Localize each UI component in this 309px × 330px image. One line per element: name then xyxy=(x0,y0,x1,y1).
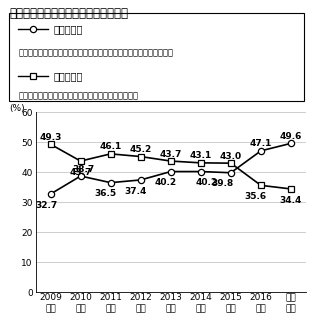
Text: 49.3: 49.3 xyxy=(39,133,62,142)
Text: 図表８　将来の新聞の役割（時系列）: 図表８ 将来の新聞の役割（時系列） xyxy=(9,7,128,20)
Text: 40.2: 40.2 xyxy=(154,178,176,187)
Text: 38.7: 38.7 xyxy=(72,165,95,174)
Text: 37.4: 37.4 xyxy=(124,186,146,196)
Text: 43.1: 43.1 xyxy=(190,151,212,160)
Text: 40.2: 40.2 xyxy=(195,178,218,187)
Text: 43.0: 43.0 xyxy=(220,152,242,161)
Text: 45.2: 45.2 xyxy=(129,145,152,154)
Text: 46.1: 46.1 xyxy=(99,143,122,151)
Text: 35.6: 35.6 xyxy=(244,192,266,201)
Text: 「今までどおり、新聞が報道に果たす役割は大きい」: 「今までどおり、新聞が報道に果たす役割は大きい」 xyxy=(18,91,138,100)
Text: 32.7: 32.7 xyxy=(35,201,57,210)
Text: 39.8: 39.8 xyxy=(211,180,234,188)
Text: 43.7: 43.7 xyxy=(70,168,92,177)
Text: 36.5: 36.5 xyxy=(94,189,116,198)
Text: 49.6: 49.6 xyxy=(280,132,302,141)
Text: 34.4: 34.4 xyxy=(280,196,302,205)
Text: (%): (%) xyxy=(9,104,25,113)
Text: 47.1: 47.1 xyxy=(250,139,272,148)
Text: 43.7: 43.7 xyxy=(159,149,182,159)
Text: 役割持続派: 役割持続派 xyxy=(53,71,83,81)
Text: 役割減少派: 役割減少派 xyxy=(53,24,83,34)
Text: 「インターネットなどの普及により新聞の役割が少なくなってくる」: 「インターネットなどの普及により新聞の役割が少なくなってくる」 xyxy=(18,48,173,57)
